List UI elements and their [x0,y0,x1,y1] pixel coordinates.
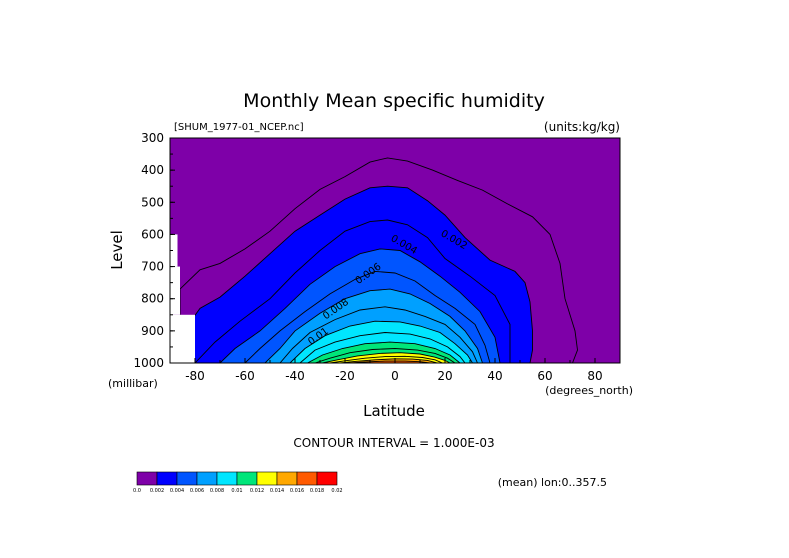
contour-line-6 [279,306,478,363]
colorbar-swatch [256,471,278,486]
x-tick-label: 80 [587,369,602,383]
colorbar-label: 0.0 [133,488,141,494]
colorbar-swatch [196,471,218,486]
chart-title: Monthly Mean specific humidity [243,90,545,112]
colorbar-swatch [296,471,318,486]
contour-line-9 [307,341,461,363]
y-tick-label: 400 [141,163,164,177]
x-tick-label: 40 [487,369,502,383]
x-axis: -80 -60 -40 -20 0 20 40 60 80 [169,358,621,383]
y-tick-label: 900 [141,324,164,338]
colorbar-swatch [136,471,158,486]
colorbar-label: 0.02 [331,488,342,494]
contour-interval-text: CONTOUR INTERVAL = 1.000E-03 [293,436,494,450]
y-axis-units: (millibar) [108,377,158,390]
contour-line-5 [264,288,483,363]
x-tick-label: 0 [391,369,399,383]
colorbar-swatch [316,471,338,486]
x-tick-label: -40 [285,369,305,383]
colorbar-label: 0.016 [290,488,304,494]
contour-line-7 [289,320,473,363]
colorbar-label: 0.002 [150,488,164,494]
colorbar-label: 0.008 [210,488,224,494]
x-axis-units: (degrees_north) [545,384,633,397]
contour-line-3 [219,248,501,363]
x-axis-label: Latitude [363,402,425,420]
colorbar-label: 0.006 [190,488,204,494]
contour-line-1 [184,185,533,363]
colorbar-label: 0.01 [231,488,242,494]
units-label: (units:kg/kg) [544,120,620,134]
contour-line-4 [244,270,491,363]
y-tick-label: 700 [141,260,164,274]
x-tick-label: -60 [235,369,255,383]
contour-line-8 [299,332,466,363]
colorbar-swatch [216,471,238,486]
colorbar-swatch [276,471,298,486]
y-axis-label: Level [108,230,126,270]
colorbar-label: 0.012 [250,488,264,494]
colorbar-label: 0.004 [170,488,184,494]
x-tick-label: 20 [437,369,452,383]
y-tick-label: 600 [141,227,164,241]
contour-line-2 [194,219,511,363]
contour-line-0 [179,157,578,363]
colorbar-swatch [176,471,198,486]
y-tick-label: 800 [141,292,164,306]
contour-line-11 [322,352,451,363]
y-tick-label: 500 [141,195,164,209]
missing-region-0 [170,234,178,267]
file-label: [SHUM_1977-01_NCEP.nc] [174,122,304,133]
x-tick-label: -20 [335,369,355,383]
x-tick-label: -80 [185,369,205,383]
contour-line-12 [329,355,443,363]
y-axis: 300 400 500 600 700 800 900 1000 [133,131,175,370]
colorbar: 0.0 0.002 0.004 0.006 0.008 0.01 0.012 0.014 0.0… [133,471,343,494]
region-text: (mean) lon:0..357.5 [498,476,607,489]
missing-region-2 [170,314,195,363]
colorbar-swatch [236,471,258,486]
colorbar-swatch [156,471,178,486]
y-tick-label: 300 [141,131,164,145]
colorbar-label: 0.014 [270,488,284,494]
colorbar-label: 0.018 [310,488,324,494]
y-tick-label: 1000 [133,356,164,370]
x-tick-label: 60 [537,369,552,383]
contour-line-10 [314,348,456,363]
missing-region-1 [170,266,180,315]
